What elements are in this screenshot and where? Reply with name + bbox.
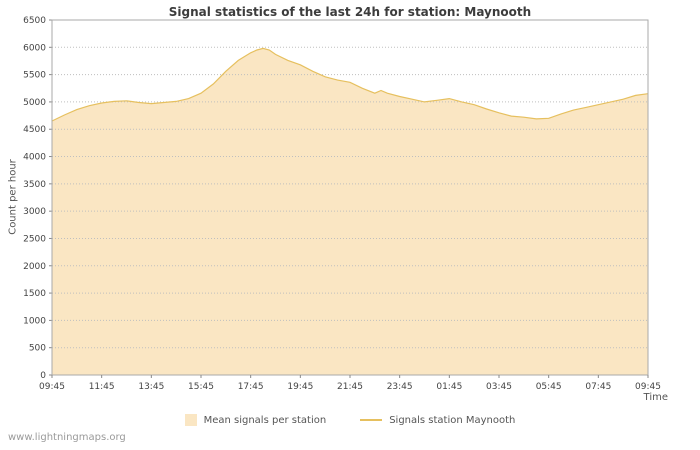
- x-tick-label: 03:45: [486, 382, 512, 392]
- x-tick-label: 23:45: [387, 382, 413, 392]
- y-tick-label: 6000: [23, 43, 46, 53]
- x-tick-label: 05:45: [536, 382, 562, 392]
- x-axis-title: Time: [643, 392, 668, 403]
- chart-title: Signal statistics of the last 24h for st…: [168, 5, 532, 19]
- x-tick-label: 15:45: [188, 382, 214, 392]
- legend-label-station-maynooth: Signals station Maynooth: [389, 414, 516, 426]
- x-tick-label: 09:45: [39, 382, 65, 392]
- y-tick-label: 1500: [23, 289, 46, 299]
- y-tick-label: 4500: [23, 125, 46, 135]
- x-tick-label: 13:45: [138, 382, 164, 392]
- line-swatch-icon: [360, 419, 383, 421]
- x-tick-label: 01:45: [436, 382, 462, 392]
- x-tick-label: 17:45: [238, 382, 264, 392]
- y-tick-label: 5000: [23, 98, 46, 108]
- x-tick-label: 19:45: [287, 382, 313, 392]
- y-tick-label: 6500: [23, 16, 46, 26]
- y-axis-title: Count per hour: [7, 159, 19, 235]
- x-tick-label: 07:45: [585, 382, 611, 392]
- legend-item-mean-signals: Mean signals per station: [184, 414, 327, 426]
- y-tick-label: 3000: [23, 207, 46, 217]
- area-series-mean-signals: [52, 48, 648, 376]
- y-tick-label: 2000: [23, 262, 46, 272]
- y-tick-label: 500: [29, 344, 46, 354]
- plot-area: 0 500 1000 1500 2000 2500 3000 3500 4000 4500 5000…: [23, 16, 661, 392]
- y-tick-label: 5500: [23, 71, 46, 81]
- y-tick-label: 3500: [23, 180, 46, 190]
- line-series-station-maynooth: [51, 47, 649, 122]
- y-tick-label: 2500: [23, 234, 46, 244]
- y-tick-label: 0: [40, 371, 46, 381]
- y-tick-label: 1000: [23, 316, 46, 326]
- legend: Mean signals per station Signals station…: [0, 414, 700, 426]
- x-tick-label: 09:45: [635, 382, 661, 392]
- x-tick-label: 21:45: [337, 382, 363, 392]
- y-tick-label: 4000: [23, 153, 46, 163]
- area-swatch-icon: [184, 414, 197, 426]
- watermark-link: www.lightningmaps.org: [8, 432, 126, 443]
- x-tick-label: 11:45: [89, 382, 115, 392]
- legend-label-mean-signals: Mean signals per station: [203, 414, 327, 426]
- legend-item-station-maynooth: Signals station Maynooth: [360, 415, 515, 426]
